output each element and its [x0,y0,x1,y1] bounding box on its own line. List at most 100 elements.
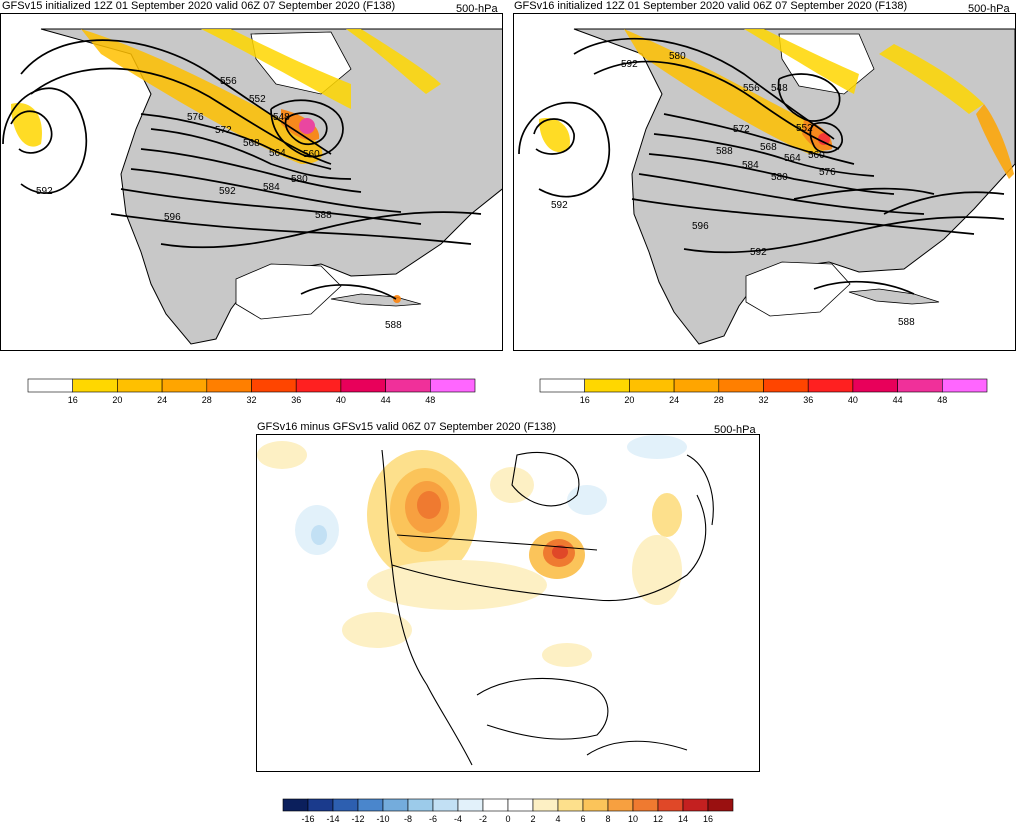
colorbar-tick-label: -2 [479,814,487,824]
contour-label: 572 [733,124,750,135]
colorbar-tick-label: 16 [703,814,713,824]
colorbar-segment [385,378,431,393]
colorbar-tick-label: 16 [68,395,78,405]
colorbar-segment [557,798,584,812]
colorbar-tick-label: -14 [326,814,339,824]
height-contours [2,39,482,300]
difference-map [256,434,760,772]
colorbar-tick-label: -4 [454,814,462,824]
colorbar-tick-label: 4 [555,814,560,824]
gfsv15-height-wind-map: 592 576 572 568 564 560 556 552 548 584 … [0,13,503,351]
contour-label: 548 [771,83,788,94]
colorbar-tick-label: 14 [678,814,688,824]
colorbar-tick-label: 16 [580,395,590,405]
colorbar-segment [657,798,684,812]
colorbar-tick-label: -10 [376,814,389,824]
colorbar-tick-label: 36 [291,395,301,405]
contour-label: 576 [187,112,204,123]
colorbar-segment [307,798,334,812]
contour-label: 548 [273,112,290,123]
contour-label: 552 [796,123,813,134]
contour-label: 564 [784,153,801,164]
contour-label: 580 [669,51,686,62]
contour-label: 584 [263,182,280,193]
colorbar-tick-label: -16 [301,814,314,824]
colorbar-tick-label: 32 [758,395,768,405]
contour-label: 592 [219,186,236,197]
contour-label: 556 [220,76,237,87]
colorbar-tick-label: 0 [505,814,510,824]
contour-label: 572 [215,125,232,136]
coastlines [381,449,714,766]
colorbar-tick-label: 48 [937,395,947,405]
colorbar-tick-label: 20 [624,395,634,405]
difference-colorbar: -16 -14 -12 -10 -8 -6 -4 -2 0 2 4 6 8 10 12 14 16 [282,798,734,824]
contour-label: 584 [742,160,759,171]
colorbar-segment [457,798,484,812]
colorbar-tick-label: 12 [653,814,663,824]
colorbar-tick-label: 44 [893,395,903,405]
colorbar-segment [357,798,384,812]
contour-label: 568 [760,142,777,153]
colorbar-segment [507,798,534,812]
contour-labels: 592 576 572 568 564 560 556 552 548 584 … [36,76,402,331]
contour-label: 552 [249,94,266,105]
colorbar-segment [807,378,854,393]
cuba-island [330,293,422,307]
colorbar-tick-label: 2 [530,814,535,824]
colorbar-segment [682,798,709,812]
colorbar-segment [707,798,734,812]
colorbar-segment [117,378,163,393]
colorbar-tick-label: 28 [202,395,212,405]
colorbar-segment [532,798,559,812]
panel-1-level: 500-hPa [456,3,498,15]
colorbar-tick-label: 6 [580,814,585,824]
contour-label: 596 [164,212,181,223]
colorbar-segment [897,378,943,393]
gulf-of-mexico [745,261,851,317]
colorbar-tick-label: 20 [112,395,122,405]
colorbar-segment [72,378,118,393]
contour-label: 596 [692,221,709,232]
contour-label: 592 [551,200,568,211]
contour-labels: 592 580 556 548 572 588 584 580 568 564 … [551,51,915,328]
colorbar-segment [282,798,309,812]
colorbar-segment [584,378,630,393]
contour-label: 592 [621,59,638,70]
colorbar-segment [432,798,459,812]
colorbar-segment [340,378,386,393]
colorbar-segment [673,378,720,393]
contour-label: 568 [243,138,260,149]
colorbar-segment [629,378,675,393]
panel-1-title: GFSv15 initialized 12Z 01 September 2020… [2,0,396,12]
colorbar-tick-label: 24 [157,395,167,405]
panel-2-level: 500-hPa [968,3,1010,15]
colorbar-segment [382,798,409,812]
colorbar-tick-label: 32 [246,395,256,405]
height-contours [518,37,1005,295]
north-america-land [40,28,502,345]
wind-colorbar-left: 16 20 24 28 32 36 40 44 48 [27,378,478,409]
colorbar-segment [206,378,252,393]
contour-label: 588 [716,146,733,157]
colorbar-tick-label: 24 [669,395,679,405]
colorbar-tick-label: -8 [404,814,412,824]
contour-label: 564 [269,148,286,159]
colorbar-segment [295,378,342,393]
north-america-land [573,28,1015,345]
jet-wind-shading [539,29,1014,179]
colorbar-segment [429,378,476,393]
gulf-of-mexico [235,263,342,320]
colorbar-segment [941,378,988,393]
colorbar-tick-label: -6 [429,814,437,824]
wind-colorbar-right: 16 20 24 28 32 36 40 44 48 [539,378,990,409]
panel-2-title: GFSv16 initialized 12Z 01 September 2020… [514,0,908,12]
colorbar-tick-label: 10 [628,814,638,824]
colorbar-segment [632,798,659,812]
contour-label: 588 [315,210,332,221]
cuba-island [848,288,940,305]
colorbar-tick-label: 44 [381,395,391,405]
colorbar-segment [27,378,74,393]
gfsv16-height-wind-map: 592 580 556 548 572 588 584 580 568 564 … [513,13,1016,351]
colorbar-segment [718,378,764,393]
